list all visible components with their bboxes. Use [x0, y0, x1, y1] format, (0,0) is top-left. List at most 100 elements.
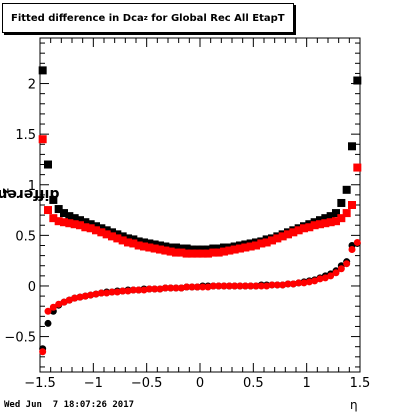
data-point-circle [273, 281, 281, 289]
data-point-square [118, 236, 127, 245]
data-point-square [305, 223, 314, 232]
data-point-circle [321, 274, 329, 282]
chart-title-rest: for Global Rec All EtapT [147, 12, 285, 24]
data-point-square [54, 217, 63, 226]
data-point-circle [113, 288, 121, 296]
data-point-square [70, 214, 79, 223]
series-3 [39, 238, 361, 356]
data-point-circle [225, 282, 233, 290]
data-point-circle [76, 293, 84, 301]
data-point-square [188, 249, 196, 258]
data-point-square [326, 218, 335, 227]
footer-timestamp: Wed Jun 7 18:07:26 2017 [4, 400, 135, 410]
x-tick-label: −0.5 [131, 376, 163, 391]
y-axis-label-text: difference in Dca [0, 185, 60, 202]
x-axis-label: η [350, 398, 358, 412]
data-point-square [321, 214, 330, 223]
data-point-square [353, 163, 362, 172]
data-point-square [209, 248, 218, 257]
data-point-circle [231, 282, 239, 290]
x-tick-label: 0 [196, 376, 204, 391]
data-point-square [150, 244, 159, 253]
data-point-square [316, 216, 324, 225]
data-point-square [44, 206, 52, 215]
data-point-square [140, 238, 148, 247]
data-point-square [289, 228, 298, 237]
data-point-square [92, 222, 100, 231]
data-point-circle [44, 307, 52, 315]
data-point-circle [156, 285, 164, 293]
data-point-square [81, 223, 90, 232]
data-point-circle [119, 287, 127, 295]
data-point-square [332, 209, 340, 218]
data-point-square [294, 226, 303, 235]
data-point-circle [81, 292, 89, 300]
data-point-square [124, 234, 132, 243]
data-point-square [310, 221, 319, 230]
data-point-square [225, 246, 234, 255]
data-point-square [193, 249, 202, 258]
data-point-circle [135, 286, 143, 294]
data-point-square [156, 245, 164, 254]
data-point-circle [177, 284, 185, 292]
data-point-circle [300, 279, 308, 287]
data-point-circle [167, 284, 175, 292]
data-point-circle [311, 277, 319, 285]
data-point-square [172, 243, 180, 252]
data-point-square [134, 237, 143, 246]
data-point-square [44, 160, 52, 169]
data-point-square [97, 224, 106, 233]
y-tick-label: −0.5 [4, 331, 36, 346]
data-point-square [86, 224, 95, 233]
data-point-circle [316, 275, 324, 283]
data-point-square [182, 244, 191, 253]
x-tick-label: 0.5 [243, 376, 264, 391]
plot-frame [39, 37, 361, 373]
x-tick-label: −1.5 [24, 376, 56, 391]
data-point-circle [97, 289, 105, 297]
data-point-square [321, 219, 330, 228]
data-point-square [326, 212, 335, 221]
data-point-circle [103, 289, 111, 297]
data-point-circle [161, 284, 169, 292]
data-point-square [273, 234, 282, 243]
data-point-square [182, 249, 191, 258]
data-point-circle [257, 282, 265, 290]
data-point-circle [124, 287, 132, 295]
y-tick-label: 1 [28, 179, 36, 194]
data-point-circle [289, 280, 297, 288]
data-point-circle [305, 278, 313, 286]
data-point-square [54, 205, 63, 214]
data-point-square [209, 244, 218, 253]
data-point-square [124, 238, 132, 247]
data-point-square [268, 236, 276, 245]
data-point-square [97, 228, 106, 237]
data-point-square [230, 245, 239, 254]
data-point-square [246, 242, 255, 251]
y-tick-label: 0 [28, 280, 36, 295]
data-point-square [337, 214, 346, 223]
data-point-square [108, 232, 116, 241]
data-point-square [172, 248, 180, 257]
data-point-square [337, 198, 346, 207]
data-point-square [76, 221, 84, 230]
data-point-circle [39, 348, 47, 356]
x-tick-label: −1 [84, 376, 103, 391]
data-point-circle [353, 238, 361, 246]
data-point-square [161, 246, 170, 255]
data-point-circle [108, 288, 116, 296]
data-point-square [65, 212, 74, 221]
chart-title-text: Fitted difference in Dca [11, 12, 144, 24]
data-point-circle [241, 282, 249, 290]
data-point-circle [55, 300, 63, 308]
data-point-square [342, 185, 351, 194]
data-point-square [113, 230, 122, 239]
data-point-circle [188, 283, 196, 291]
data-point-square [38, 66, 47, 75]
data-point-circle [337, 265, 345, 273]
data-point-circle [87, 291, 95, 299]
data-point-circle [295, 279, 303, 287]
data-point-square [220, 247, 228, 256]
data-point-circle [327, 272, 335, 280]
